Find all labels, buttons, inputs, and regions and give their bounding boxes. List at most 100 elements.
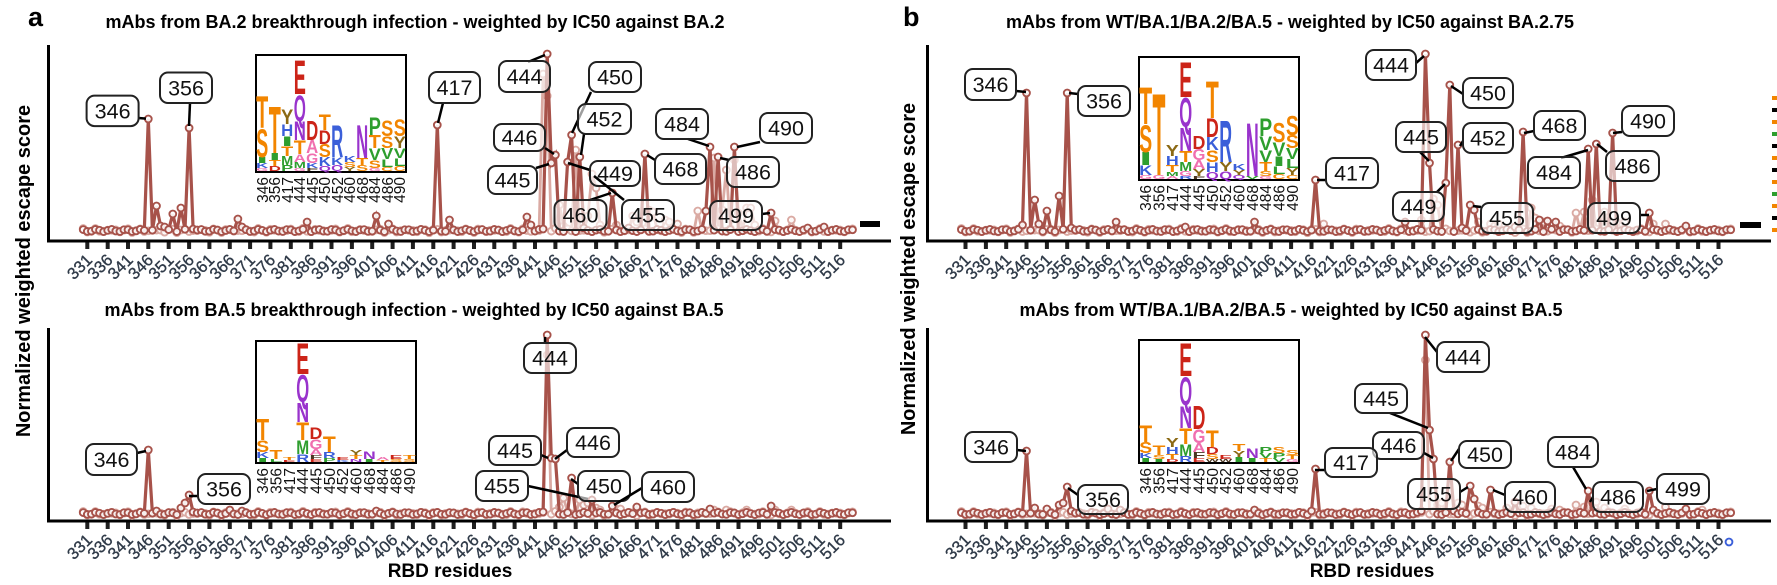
svg-text:S: S: [403, 458, 417, 463]
svg-text:444: 444: [1373, 54, 1409, 78]
svg-text:356: 356: [1085, 488, 1121, 512]
svg-text:V: V: [1259, 453, 1273, 460]
svg-text:468: 468: [355, 177, 372, 203]
svg-text:S: S: [1139, 440, 1152, 457]
svg-text:450: 450: [1205, 185, 1222, 211]
svg-text:445: 445: [1403, 126, 1439, 150]
svg-text:F: F: [1193, 450, 1206, 460]
svg-text:G: G: [1193, 426, 1206, 448]
svg-text:T: T: [270, 448, 284, 462]
svg-text:S: S: [1206, 147, 1219, 166]
svg-text:G: G: [369, 167, 381, 172]
svg-text:R: R: [296, 453, 309, 465]
svg-text:I: I: [281, 133, 293, 149]
svg-text:T: T: [1166, 164, 1179, 175]
svg-text:T: T: [1166, 454, 1181, 461]
svg-text:K: K: [256, 450, 269, 460]
svg-text:T: T: [269, 94, 281, 168]
svg-text:468: 468: [1542, 114, 1578, 138]
svg-text:P: P: [1259, 114, 1272, 142]
svg-text:M: M: [281, 154, 293, 168]
svg-text:460: 460: [1232, 185, 1249, 211]
svg-text:RBD residues: RBD residues: [388, 561, 513, 582]
svg-text:455: 455: [1489, 207, 1525, 231]
svg-text:445: 445: [1363, 387, 1399, 411]
svg-text:460: 460: [349, 468, 366, 494]
svg-text:484: 484: [1555, 441, 1591, 465]
svg-text:RBD residues: RBD residues: [1310, 561, 1435, 582]
svg-text:G: G: [306, 150, 318, 166]
svg-text:D: D: [1206, 113, 1219, 143]
svg-text:445: 445: [495, 169, 531, 193]
svg-text:T: T: [369, 132, 381, 152]
svg-text:356: 356: [1086, 90, 1122, 114]
svg-text:S: S: [256, 121, 268, 166]
svg-text:468: 468: [1245, 468, 1262, 494]
svg-text:M: M: [1179, 160, 1192, 174]
svg-text:P: P: [1273, 453, 1287, 460]
svg-text:490: 490: [1630, 110, 1666, 134]
svg-text:V: V: [1259, 147, 1273, 166]
svg-text:T: T: [376, 459, 391, 463]
svg-text:Y: Y: [1286, 167, 1300, 178]
svg-text:346: 346: [973, 73, 1009, 97]
svg-text:V: V: [1286, 146, 1300, 163]
svg-text:Q: Q: [296, 368, 309, 411]
svg-text:444: 444: [1445, 346, 1481, 370]
svg-text:499: 499: [718, 204, 754, 228]
svg-text:455: 455: [1416, 483, 1452, 507]
svg-text:T: T: [1179, 149, 1193, 166]
svg-text:V: V: [1273, 139, 1286, 161]
svg-text:T: T: [1286, 455, 1301, 461]
svg-text:446: 446: [575, 431, 611, 455]
svg-text:S: S: [256, 437, 269, 456]
svg-text:F: F: [310, 455, 325, 461]
svg-text:A: A: [1166, 175, 1179, 180]
svg-text:H: H: [281, 121, 293, 140]
svg-text:S: S: [344, 162, 357, 169]
svg-text:T: T: [323, 432, 336, 457]
svg-text:K: K: [1139, 453, 1152, 460]
svg-text:M: M: [1166, 172, 1180, 178]
svg-text:Normalized weighted escape sco: Normalized weighted escape score: [13, 105, 35, 437]
svg-text:499: 499: [1665, 478, 1701, 502]
svg-text:L: L: [270, 458, 285, 463]
svg-text:452: 452: [587, 108, 623, 132]
svg-text:W: W: [1206, 458, 1219, 463]
svg-text:D: D: [1206, 446, 1219, 457]
svg-text:I: I: [1139, 458, 1156, 464]
svg-text:T: T: [403, 455, 418, 461]
svg-text:H: H: [1166, 446, 1179, 457]
svg-text:S: S: [1273, 445, 1287, 455]
svg-text:N: N: [1246, 108, 1259, 193]
svg-text:455: 455: [630, 204, 666, 228]
svg-text:450: 450: [597, 66, 633, 90]
svg-text:T: T: [256, 87, 268, 138]
svg-text:S: S: [381, 133, 393, 152]
svg-text:484: 484: [1258, 468, 1275, 494]
svg-text:H: H: [1206, 159, 1219, 175]
svg-text:Y: Y: [394, 133, 406, 152]
svg-text:346: 346: [255, 177, 272, 203]
svg-text:452: 452: [335, 468, 352, 494]
svg-text:445: 445: [497, 439, 533, 463]
svg-text:T: T: [1259, 458, 1274, 464]
svg-text:460: 460: [650, 476, 686, 500]
svg-text:445: 445: [1192, 185, 1209, 211]
svg-text:S: S: [369, 159, 381, 171]
svg-text:452: 452: [330, 177, 347, 203]
svg-text:D: D: [269, 166, 281, 173]
svg-text:D: D: [310, 424, 323, 443]
svg-text:E: E: [1179, 52, 1192, 108]
svg-text:C: C: [381, 167, 393, 173]
svg-text:F: F: [306, 167, 320, 172]
svg-text:R: R: [323, 450, 336, 460]
svg-text:Q: Q: [1219, 170, 1232, 182]
svg-text:K: K: [336, 459, 349, 463]
svg-text:M: M: [296, 437, 309, 459]
svg-text:T: T: [1259, 160, 1273, 174]
svg-text:356: 356: [1152, 468, 1169, 494]
svg-text:N: N: [294, 116, 306, 146]
svg-text:446: 446: [1381, 434, 1417, 458]
svg-text:mAbs from WT/BA.1/BA.2/BA.5 -: mAbs from WT/BA.1/BA.2/BA.5 - weighted b…: [1019, 300, 1562, 320]
